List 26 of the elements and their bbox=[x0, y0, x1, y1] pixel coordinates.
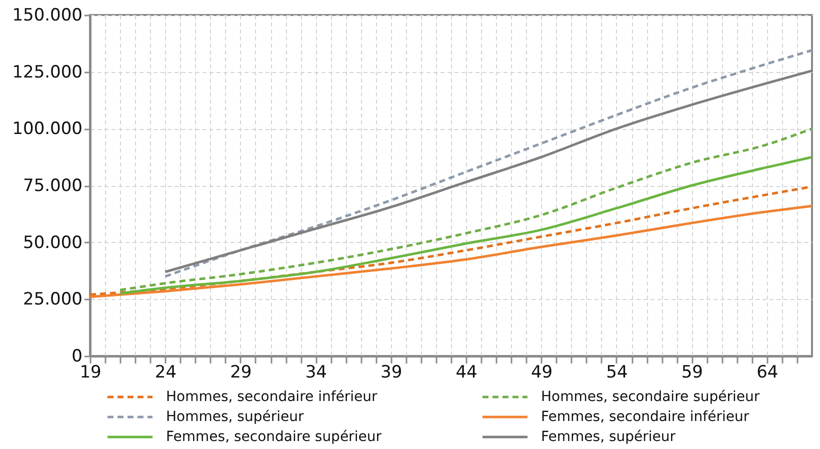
y-tick-label: 25.000 bbox=[23, 290, 82, 310]
line-series bbox=[88, 185, 814, 296]
line-series bbox=[118, 127, 814, 292]
x-tick-label: 34 bbox=[305, 362, 327, 382]
line-series bbox=[88, 204, 814, 298]
x-tick-label: 39 bbox=[380, 362, 402, 382]
y-tick-label: 50.000 bbox=[23, 232, 82, 253]
x-tick-label: 64 bbox=[756, 362, 778, 382]
x-tick-label: 29 bbox=[230, 362, 252, 382]
y-tick-label: 0 bbox=[72, 346, 82, 366]
x-tick-label: 59 bbox=[681, 362, 703, 382]
x-tick-label: 49 bbox=[530, 362, 553, 382]
legend-label: Hommes, supérieur bbox=[166, 409, 304, 425]
legend-label: Femmes, secondaire inférieur bbox=[541, 409, 750, 425]
x-tick-label: 44 bbox=[456, 362, 478, 382]
y-tick-label: 125.000 bbox=[12, 62, 82, 82]
y-tick-label: 75.000 bbox=[23, 176, 82, 196]
legend-label: Hommes, secondaire inférieur bbox=[166, 389, 378, 405]
y-tick-label: 100.000 bbox=[12, 119, 82, 140]
x-tick-label: 19 bbox=[80, 362, 102, 382]
legend-label: Femmes, secondaire supérieur bbox=[166, 429, 382, 445]
legend-label: Hommes, secondaire supérieur bbox=[541, 389, 760, 405]
x-tick-label: 24 bbox=[154, 362, 177, 382]
x-tick-label: 54 bbox=[606, 362, 628, 382]
y-tick-label: 150.000 bbox=[12, 6, 82, 26]
legend-label: Femmes, supérieur bbox=[541, 429, 676, 445]
